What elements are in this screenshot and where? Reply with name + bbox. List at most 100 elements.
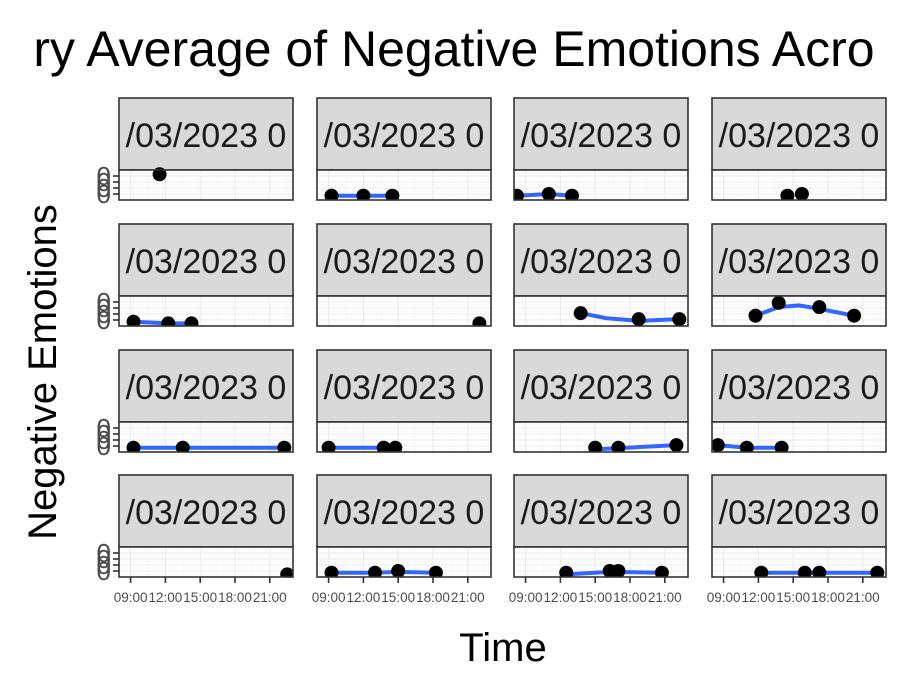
y-tick-label: 0 [97, 167, 111, 197]
x-tick-label: 12:00 [742, 590, 776, 605]
data-point [280, 567, 293, 577]
data-point [771, 295, 786, 310]
panel-border [316, 421, 492, 453]
data-point [559, 565, 574, 577]
facet-strip-label: /03/2023 0 [521, 117, 682, 155]
panel-border [118, 295, 294, 327]
panel-plot-area [712, 547, 886, 577]
y-tick-label: 0 [97, 431, 111, 461]
facet-strip [118, 349, 294, 423]
panel-plot-area [514, 296, 688, 326]
panel-plot-area [119, 547, 293, 577]
data-point [748, 308, 763, 323]
data-point [175, 440, 190, 452]
x-tick-label: 18:00 [218, 590, 252, 605]
x-tick-label: 09:00 [312, 590, 346, 605]
smooth-line [578, 311, 682, 323]
x-tick-label: 09:00 [707, 590, 741, 605]
smooth-line [593, 443, 679, 452]
x-tick-label: 09:00 [114, 590, 148, 605]
chart-title: ry Average of Negative Emotions Acro [33, 21, 874, 77]
panel-border [513, 421, 689, 453]
data-point [541, 187, 556, 200]
data-point [126, 440, 141, 452]
data-point [388, 440, 403, 452]
panel-plot-area [712, 295, 886, 326]
data-point [184, 316, 199, 326]
facet-strip-label: /03/2023 0 [719, 369, 880, 407]
facet-strip [118, 223, 294, 297]
data-point [385, 188, 400, 200]
data-point [573, 306, 588, 321]
panel-border [118, 546, 294, 578]
data-point [794, 187, 809, 200]
data-point [611, 564, 626, 577]
x-tick-label: 21:00 [648, 590, 682, 605]
panel-plot-area [317, 296, 491, 326]
panel-plot-area [317, 170, 491, 200]
data-point [739, 440, 754, 452]
x-tick-label: 21:00 [846, 590, 880, 605]
panel-plot-area [119, 422, 293, 452]
panel-plot-area [119, 296, 293, 326]
x-tick-label: 12:00 [544, 590, 578, 605]
y-tick-label: 0 [97, 179, 111, 209]
panel-plot-area [317, 547, 491, 577]
y-tick-label: 0 [97, 305, 111, 335]
facet-strip [513, 474, 689, 548]
data-point [324, 565, 339, 577]
facet-strip [711, 474, 887, 548]
data-point [631, 312, 646, 326]
facet-strip-label: /03/2023 0 [719, 117, 880, 155]
x-tick-label: 18:00 [613, 590, 647, 605]
y-tick-label: 0 [97, 550, 111, 580]
facet-strip [316, 97, 492, 171]
x-tick-label: 12:00 [149, 590, 183, 605]
facet-strip [118, 474, 294, 548]
data-point [324, 188, 339, 200]
data-point [514, 188, 524, 200]
panel-border [316, 546, 492, 578]
data-point [812, 565, 827, 577]
data-point [472, 316, 487, 326]
facet-strip [513, 97, 689, 171]
facet-strip-label: /03/2023 0 [719, 494, 880, 532]
x-tick-label: 21:00 [451, 590, 485, 605]
y-tick-label: 0 [97, 161, 111, 191]
x-tick-label: 15:00 [381, 590, 415, 605]
data-point [391, 564, 406, 577]
panel-border [316, 295, 492, 327]
facet-strip [118, 97, 294, 171]
facet-strip-label: /03/2023 0 [324, 369, 485, 407]
data-point [669, 438, 684, 452]
facet-strip [711, 223, 887, 297]
facet-strip-label: /03/2023 0 [324, 243, 485, 281]
panel-plot-area [712, 170, 886, 200]
panel-plot-area [317, 422, 491, 452]
panel-border [711, 169, 887, 201]
panel-border [513, 546, 689, 578]
data-point [712, 438, 725, 452]
data-point [774, 440, 789, 452]
panel-plot-area [514, 170, 688, 200]
facet-strip [513, 223, 689, 297]
facet-strip-label: /03/2023 0 [126, 494, 287, 532]
facet-strip-label: /03/2023 0 [719, 243, 880, 281]
y-tick-label: 0 [97, 425, 111, 455]
facet-strip-label: /03/2023 0 [521, 243, 682, 281]
panel-border [118, 169, 294, 201]
facet-strip-label: /03/2023 0 [126, 117, 287, 155]
facet-strip-label: /03/2023 0 [324, 494, 485, 532]
facet-strip-label: /03/2023 0 [521, 494, 682, 532]
panel-border [711, 546, 887, 578]
x-tick-label: 15:00 [183, 590, 217, 605]
data-point [565, 188, 579, 200]
panel-border [118, 421, 294, 453]
x-tick-label: 15:00 [578, 590, 612, 605]
panel-plot-area [514, 547, 688, 577]
data-point [812, 300, 827, 315]
y-tick-label: 0 [97, 544, 111, 574]
data-point [321, 440, 336, 452]
facet-strip-label: /03/2023 0 [521, 369, 682, 407]
